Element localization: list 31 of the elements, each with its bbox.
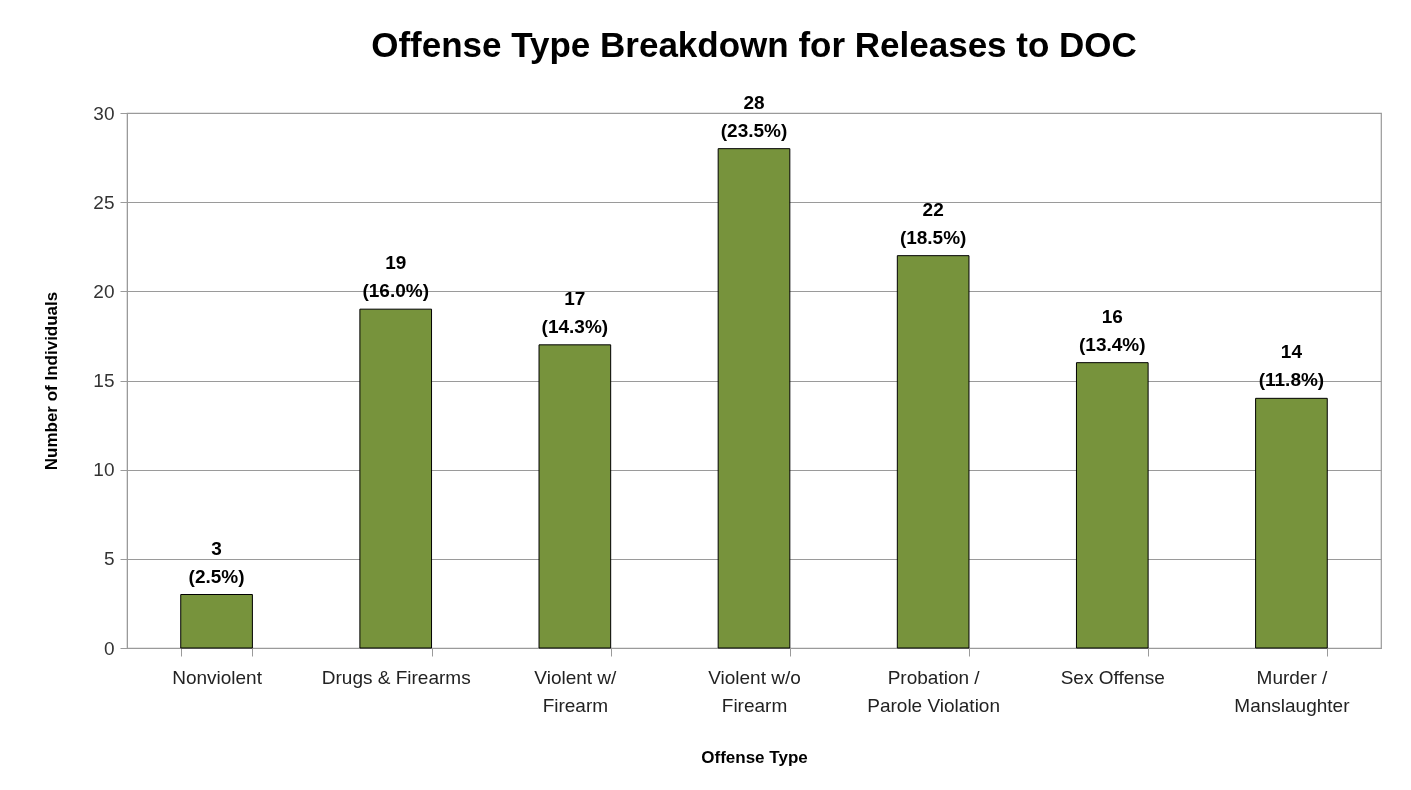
y-tick-label: 0 [103, 637, 115, 659]
y-tick-label: 30 [93, 102, 115, 124]
bar [1075, 362, 1149, 649]
data-label: 14 (11.8%) [1258, 341, 1325, 391]
bar [359, 308, 433, 649]
bar [538, 344, 612, 649]
x-tick-label: Sex Offense [1060, 666, 1165, 688]
y-tick-label: 5 [103, 548, 115, 570]
data-label: 22 (18.5%) [899, 198, 967, 248]
bar [1255, 397, 1328, 649]
x-tick-label: Violent w/o Firearm [708, 666, 801, 716]
x-tick-label: Violent w/ Firearm [534, 666, 618, 716]
data-label: 16 (13.4%) [1079, 305, 1146, 355]
bar [180, 594, 253, 649]
y-tick-label: 10 [93, 459, 115, 481]
bar [717, 148, 791, 649]
data-label: 19 (16.0%) [362, 252, 429, 302]
y-tick-label: 20 [93, 280, 115, 302]
x-axis-title: Offense Type [701, 747, 808, 767]
data-label: 28 (23.5%) [720, 91, 788, 141]
x-tick-label: Probation / Parole Violation [867, 666, 1001, 716]
bar [896, 255, 970, 649]
x-tick-label: Nonviolent [172, 666, 263, 688]
y-tick-label: 15 [93, 370, 115, 391]
y-tick-label: 25 [93, 191, 115, 213]
chart-title: Offense Type Breakdown for Releases to DOC [371, 24, 1137, 64]
y-axis-title: Number of Individuals [42, 291, 62, 471]
data-label: 17 (14.3%) [541, 287, 609, 337]
data-label: 3 (2.5%) [188, 537, 245, 587]
x-tick-label: Murder / Manslaughter [1234, 666, 1351, 716]
x-tick-label: Drugs & Firearms [321, 666, 471, 688]
